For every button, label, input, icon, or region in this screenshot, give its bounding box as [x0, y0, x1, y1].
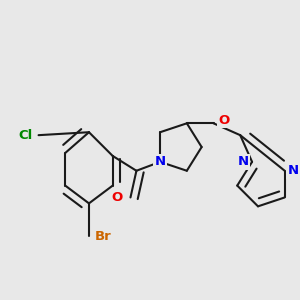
Text: Cl: Cl: [18, 129, 33, 142]
Text: N: N: [154, 155, 166, 168]
Text: N: N: [238, 155, 249, 168]
Text: O: O: [112, 191, 123, 204]
Text: N: N: [288, 164, 299, 177]
Text: O: O: [218, 114, 229, 127]
Text: Br: Br: [95, 230, 112, 242]
